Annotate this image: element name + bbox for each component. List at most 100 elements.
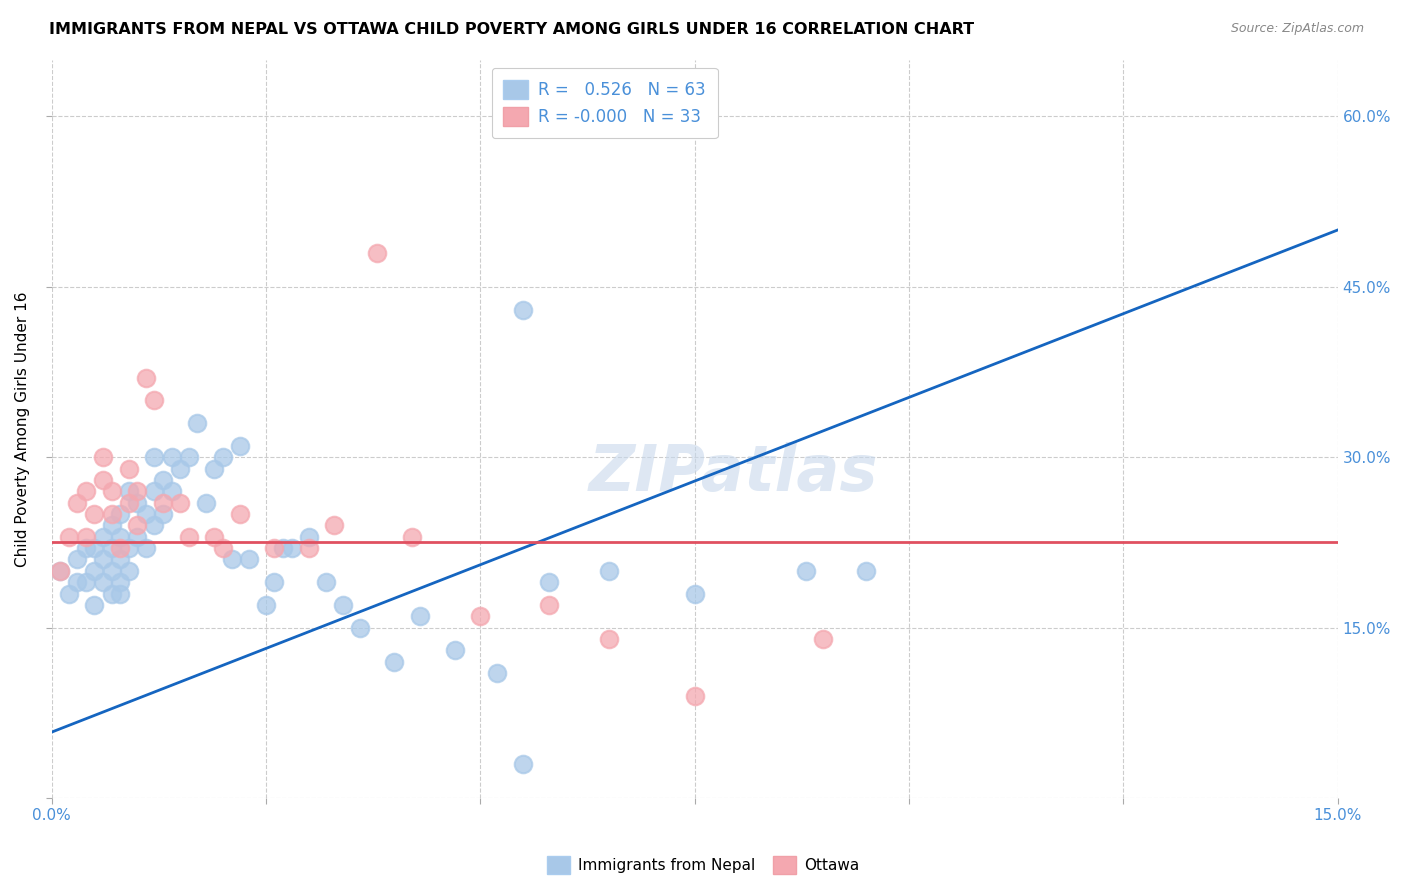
Point xyxy=(118,564,141,578)
Point xyxy=(135,370,157,384)
Point xyxy=(384,655,406,669)
Point xyxy=(66,496,89,510)
Point xyxy=(598,632,620,646)
Point xyxy=(443,643,465,657)
Point xyxy=(486,666,509,681)
Point xyxy=(100,507,122,521)
Point xyxy=(855,564,877,578)
Point xyxy=(91,450,114,465)
Legend: R =   0.526   N = 63, R = -0.000   N = 33: R = 0.526 N = 63, R = -0.000 N = 33 xyxy=(492,68,717,138)
Point xyxy=(160,484,183,499)
Point xyxy=(118,496,141,510)
Point xyxy=(263,541,285,555)
Point xyxy=(332,598,354,612)
Point xyxy=(194,496,217,510)
Point xyxy=(152,507,174,521)
Point xyxy=(91,530,114,544)
Point xyxy=(118,484,141,499)
Point xyxy=(537,598,560,612)
Point xyxy=(49,564,72,578)
Point xyxy=(298,541,321,555)
Text: ZIPatlas: ZIPatlas xyxy=(589,442,877,504)
Point xyxy=(91,575,114,590)
Point xyxy=(221,552,243,566)
Point xyxy=(100,484,122,499)
Point xyxy=(91,552,114,566)
Point xyxy=(229,439,252,453)
Text: Source: ZipAtlas.com: Source: ZipAtlas.com xyxy=(1230,22,1364,36)
Point xyxy=(280,541,302,555)
Point xyxy=(108,575,131,590)
Point xyxy=(401,530,423,544)
Y-axis label: Child Poverty Among Girls Under 16: Child Poverty Among Girls Under 16 xyxy=(15,291,30,566)
Point xyxy=(83,564,105,578)
Point xyxy=(118,461,141,475)
Point xyxy=(58,530,80,544)
Point xyxy=(83,507,105,521)
Point xyxy=(683,586,706,600)
Point xyxy=(66,575,89,590)
Point xyxy=(135,541,157,555)
Point xyxy=(143,518,166,533)
Point xyxy=(169,496,191,510)
Point xyxy=(598,564,620,578)
Point xyxy=(512,756,534,771)
Point xyxy=(49,564,72,578)
Point xyxy=(470,609,492,624)
Point xyxy=(683,689,706,703)
Point xyxy=(152,496,174,510)
Point xyxy=(298,530,321,544)
Point xyxy=(108,530,131,544)
Point xyxy=(271,541,294,555)
Point xyxy=(91,473,114,487)
Point xyxy=(512,302,534,317)
Point xyxy=(100,518,122,533)
Point xyxy=(349,621,371,635)
Point xyxy=(177,450,200,465)
Point xyxy=(160,450,183,465)
Point xyxy=(135,507,157,521)
Point xyxy=(108,507,131,521)
Point xyxy=(118,541,141,555)
Point xyxy=(100,586,122,600)
Point xyxy=(108,552,131,566)
Point xyxy=(204,530,226,544)
Point xyxy=(169,461,191,475)
Point xyxy=(263,575,285,590)
Point xyxy=(83,598,105,612)
Point xyxy=(127,518,149,533)
Text: IMMIGRANTS FROM NEPAL VS OTTAWA CHILD POVERTY AMONG GIRLS UNDER 16 CORRELATION C: IMMIGRANTS FROM NEPAL VS OTTAWA CHILD PO… xyxy=(49,22,974,37)
Point xyxy=(409,609,432,624)
Point xyxy=(75,575,97,590)
Point xyxy=(204,461,226,475)
Point xyxy=(811,632,834,646)
Point xyxy=(100,541,122,555)
Point xyxy=(143,484,166,499)
Point xyxy=(108,586,131,600)
Point xyxy=(127,530,149,544)
Point xyxy=(229,507,252,521)
Point xyxy=(66,552,89,566)
Point xyxy=(366,245,388,260)
Point xyxy=(143,450,166,465)
Legend: Immigrants from Nepal, Ottawa: Immigrants from Nepal, Ottawa xyxy=(541,850,865,880)
Point xyxy=(212,541,235,555)
Point xyxy=(212,450,235,465)
Point xyxy=(75,541,97,555)
Point xyxy=(108,541,131,555)
Point xyxy=(323,518,346,533)
Point xyxy=(152,473,174,487)
Point xyxy=(75,484,97,499)
Point xyxy=(238,552,260,566)
Point xyxy=(186,416,208,430)
Point xyxy=(794,564,817,578)
Point xyxy=(537,575,560,590)
Point xyxy=(143,393,166,408)
Point xyxy=(315,575,337,590)
Point xyxy=(254,598,277,612)
Point xyxy=(83,541,105,555)
Point xyxy=(58,586,80,600)
Point xyxy=(75,530,97,544)
Point xyxy=(127,484,149,499)
Point xyxy=(177,530,200,544)
